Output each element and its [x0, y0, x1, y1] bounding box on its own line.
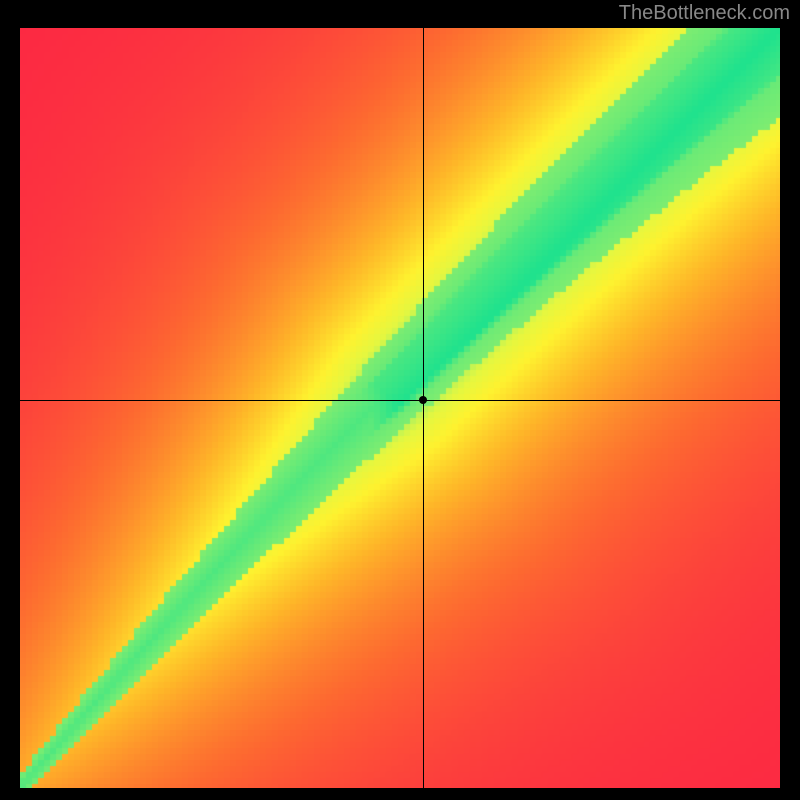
crosshair-vertical: [423, 28, 424, 788]
plot-area: [20, 28, 780, 788]
chart-container: TheBottleneck.com: [0, 0, 800, 800]
heatmap-canvas: [20, 28, 780, 788]
crosshair-horizontal: [20, 400, 780, 401]
marker-dot: [419, 396, 427, 404]
watermark-text: TheBottleneck.com: [619, 2, 790, 25]
